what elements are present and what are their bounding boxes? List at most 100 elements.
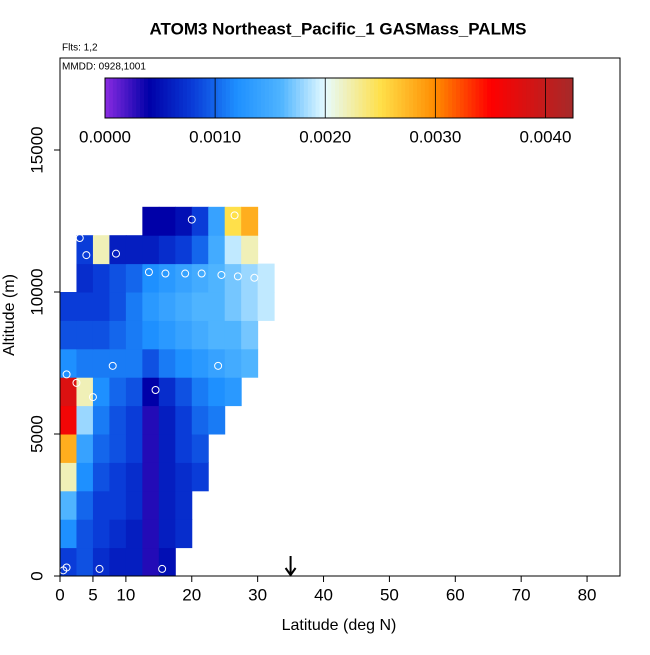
colorbar-swatch: [561, 78, 566, 118]
colorbar-swatch: [405, 78, 410, 118]
heat-cell: [142, 235, 160, 265]
heat-cell: [76, 462, 94, 492]
flight-point: [161, 269, 170, 278]
heat-cell: [224, 377, 242, 407]
colorbar-swatch: [342, 78, 348, 118]
heat-cell: [109, 348, 127, 378]
heat-cell: [60, 405, 77, 435]
heat-cell: [125, 434, 143, 463]
x-axis-label: Latitude (deg N): [282, 617, 397, 634]
heat-cell: [257, 292, 275, 321]
heat-cell: [158, 490, 176, 520]
flight-point: [233, 272, 242, 281]
colorbar-swatch: [233, 78, 239, 118]
colorbar-swatch: [229, 78, 235, 118]
heat-cell: [191, 235, 209, 265]
heat-cell: [109, 519, 127, 549]
heat-cell: [76, 235, 94, 265]
flight-point: [72, 378, 81, 387]
heat-cell: [224, 263, 242, 293]
heat-cell: [175, 292, 193, 321]
heat-cell: [76, 519, 94, 549]
x-tick-label: 40: [314, 585, 333, 604]
colorbar-swatch: [487, 78, 492, 118]
heat-cell: [257, 263, 275, 293]
heat-cell: [191, 434, 209, 463]
colorbar-swatch: [381, 78, 387, 118]
heat-cell: [208, 405, 226, 435]
colorbar-swatch: [327, 78, 332, 118]
heat-cell: [191, 377, 209, 407]
heat-cell: [224, 235, 242, 265]
heat-cell: [92, 235, 110, 265]
heat-cell: [92, 462, 110, 492]
colorbar-swatch: [225, 78, 231, 118]
colorbar-swatch: [105, 78, 110, 118]
colorbar-swatch: [448, 78, 453, 118]
y-axis-label: Altitude (m): [1, 274, 18, 356]
flight-point: [187, 215, 196, 224]
colorbar-swatch: [151, 78, 157, 118]
flight-point: [75, 234, 84, 243]
colorbar-swatch: [424, 78, 430, 118]
colorbar-swatch: [159, 78, 164, 118]
colorbar-swatch: [553, 78, 558, 118]
flight-point: [230, 211, 239, 220]
heat-cell: [241, 320, 259, 350]
heat-cell: [191, 263, 209, 293]
colorbar-swatch: [253, 78, 258, 118]
heat-cell: [142, 206, 160, 236]
colorbar-swatch: [354, 78, 359, 118]
heat-cell: [109, 434, 127, 463]
colorbar-swatch: [124, 78, 129, 118]
colorbar-swatch: [167, 78, 172, 118]
colorbar-swatch: [268, 78, 274, 118]
heat-cell: [191, 320, 209, 350]
y-tick-label: 0: [27, 571, 46, 580]
colorbar-swatch: [569, 78, 574, 118]
heat-cell: [125, 547, 143, 577]
heat-cell: [109, 405, 127, 435]
colorbar-swatch: [311, 78, 317, 118]
heat-cell: [125, 405, 143, 435]
lat-marker-head: [284, 567, 297, 577]
colorbar-swatch: [280, 78, 285, 118]
colorbar-swatch: [214, 78, 219, 118]
heat-cell: [158, 348, 176, 378]
heat-cell: [158, 263, 176, 293]
colorbar-swatch: [140, 78, 145, 118]
colorbar-swatch: [132, 78, 137, 118]
heat-cell: [142, 434, 160, 463]
heat-cell: [125, 320, 143, 350]
colorbar-swatch: [136, 78, 141, 118]
heat-cell: [142, 377, 160, 407]
colorbar-swatch: [171, 78, 176, 118]
x-tick-label: 30: [248, 585, 267, 604]
heat-cell: [191, 292, 209, 321]
colorbar-swatch: [261, 78, 266, 118]
heat-cell: [60, 320, 77, 350]
colorbar-swatch: [436, 78, 441, 118]
heat-cell: [109, 292, 127, 321]
heat-cell: [142, 462, 160, 492]
colorbar-swatch: [206, 78, 211, 118]
heat-cell: [208, 206, 226, 236]
colorbar-swatch: [264, 78, 270, 118]
colorbar-swatch: [350, 78, 356, 118]
heat-cell: [109, 263, 127, 293]
colorbar-swatch: [155, 78, 161, 118]
heat-cell: [76, 434, 94, 463]
flight-point: [250, 273, 259, 282]
heat-cell: [109, 547, 127, 577]
heat-cell: [175, 462, 193, 492]
heat-cell: [208, 235, 226, 265]
colorbar-swatch: [374, 78, 379, 118]
heat-cell: [142, 263, 160, 293]
colorbar-swatch: [300, 78, 305, 118]
heat-cell: [191, 206, 209, 236]
colorbar-swatch: [116, 78, 122, 118]
colorbar-swatch: [272, 78, 278, 118]
colorbar-swatch: [456, 78, 461, 118]
